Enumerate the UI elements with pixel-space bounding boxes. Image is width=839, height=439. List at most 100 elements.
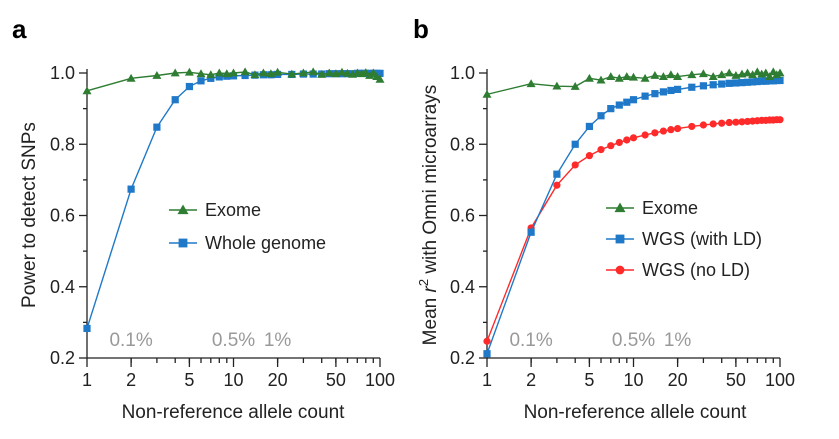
data-point [287, 69, 297, 78]
data-point [298, 68, 308, 77]
data-point [674, 85, 682, 93]
data-point [170, 68, 180, 77]
data-point [641, 131, 649, 139]
data-point [229, 68, 238, 77]
series-group-b [482, 67, 785, 358]
data-point [688, 83, 696, 91]
x-tick-label: 1 [482, 370, 492, 390]
annotation-label: 0.5% [612, 330, 655, 351]
legend-marker [178, 238, 188, 248]
data-point [725, 118, 733, 127]
annotation-label: 0.5% [212, 330, 255, 351]
data-point [775, 68, 785, 77]
data-point [126, 73, 136, 82]
x-tick-label: 100 [765, 370, 795, 390]
x-tick-label: 20 [268, 370, 288, 390]
y-tick-label: 0.8 [50, 134, 75, 154]
data-point [659, 127, 668, 135]
data-point [732, 79, 740, 87]
data-point [585, 122, 593, 131]
data-point [738, 79, 746, 87]
data-point [640, 73, 650, 82]
data-point [571, 140, 579, 148]
data-point [615, 101, 623, 109]
data-point [748, 78, 757, 86]
legend-label: WGS (with LD) [642, 229, 762, 249]
data-point [650, 70, 660, 79]
panel-a-letter: a [12, 14, 27, 44]
data-point [606, 72, 616, 80]
y-tick-label: 0.6 [450, 206, 475, 226]
legend-item: WGS (no LD) [606, 260, 750, 280]
data-point [482, 89, 492, 98]
x-tick-label: 2 [526, 370, 536, 390]
frequency-annotations-b: 0.1% 0.5% 1% [509, 330, 691, 351]
data-point [688, 122, 696, 131]
legend-marker [177, 204, 189, 215]
x-tick-label: 5 [184, 370, 194, 390]
data-point [748, 70, 758, 79]
chart-panel-b: 1 2 5 10 20 50 100 0.2 0.4 0.6 0.8 1.0 0.1% 0.5% 1% E… [416, 63, 795, 423]
data-point [762, 77, 770, 85]
data-point [623, 136, 631, 144]
panel-b-letter: b [413, 14, 429, 44]
data-point [196, 69, 206, 78]
data-point [673, 72, 683, 80]
data-point [83, 324, 91, 333]
data-point [776, 116, 784, 124]
x-tick-label: 50 [326, 370, 346, 390]
data-point [553, 170, 561, 178]
data-point [698, 69, 708, 78]
data-point [585, 152, 593, 160]
x-axis-label-b: Non-reference allele count [524, 402, 748, 423]
legend-label: Exome [642, 198, 698, 218]
data-point [184, 67, 194, 76]
data-point [483, 350, 491, 358]
x-tick-label: 20 [668, 370, 688, 390]
data-point [597, 145, 605, 154]
data-point [526, 79, 536, 88]
legend-b: Exome WGS (with LD) WGS (no LD) [606, 198, 762, 280]
data-point [738, 118, 746, 126]
data-point [758, 77, 766, 85]
data-point [724, 68, 734, 77]
data-point [553, 181, 561, 189]
data-point [266, 69, 276, 78]
data-point [375, 74, 385, 83]
data-point [607, 142, 615, 150]
data-point [152, 70, 162, 79]
data-point [337, 67, 347, 76]
data-point [215, 73, 223, 81]
y-tick-label: 0.4 [50, 277, 75, 297]
y-tick-label: 1.0 [450, 63, 475, 83]
axes-b: 1 2 5 10 20 50 100 0.2 0.4 0.6 0.8 1.0 [450, 63, 795, 390]
data-point [250, 70, 260, 79]
frequency-annotations-a: 0.1% 0.5% 1% [109, 330, 291, 351]
legend-item: WGS (with LD) [606, 229, 762, 249]
data-point [308, 67, 318, 76]
y-axis-label-b: Mean r2 with Omni microarrays [416, 85, 441, 346]
data-point [552, 81, 562, 90]
series-group-a [82, 67, 385, 333]
y-tick-label: 0.2 [50, 348, 75, 368]
data-point [273, 67, 283, 76]
legend-label: Exome [205, 200, 261, 220]
x-axis-label-a: Non-reference allele count [122, 402, 346, 423]
legend-label: WGS (no LD) [642, 260, 750, 280]
legend-item: Exome [169, 200, 261, 220]
data-point [718, 119, 726, 127]
data-point [629, 134, 638, 142]
data-point [699, 82, 707, 90]
x-tick-label: 5 [584, 370, 594, 390]
data-point [725, 79, 733, 87]
data-point [206, 70, 216, 79]
data-point [241, 71, 249, 80]
data-point [717, 70, 727, 79]
data-point [776, 76, 784, 85]
data-point [527, 228, 535, 236]
data-point [207, 74, 215, 82]
data-point [483, 337, 491, 345]
x-tick-label: 10 [623, 370, 643, 390]
data-point [214, 68, 224, 77]
